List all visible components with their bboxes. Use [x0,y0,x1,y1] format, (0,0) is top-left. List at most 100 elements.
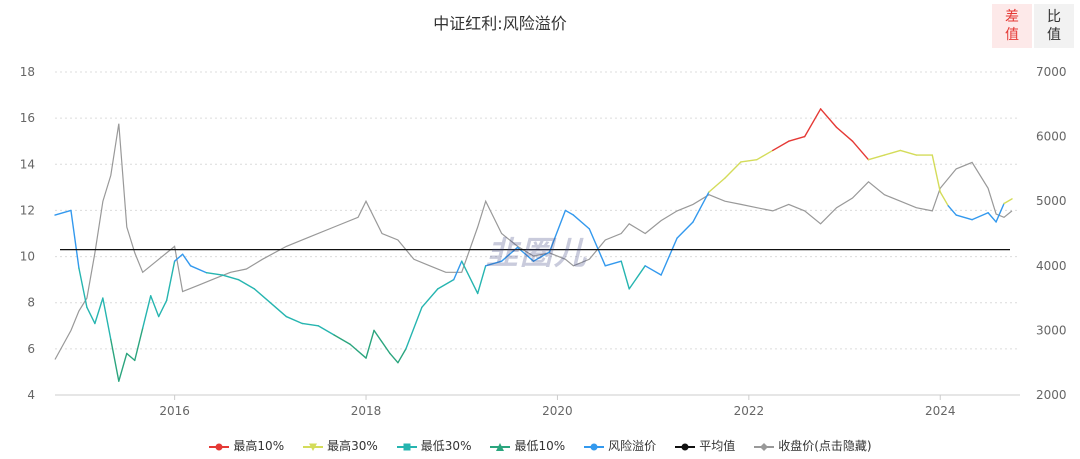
risk-premium-segment [437,278,455,290]
chart-title: 中证红利:风险溢价 [433,14,567,33]
legend-item[interactable]: 风险溢价 [583,437,656,454]
legend-label: 风险溢价 [608,439,657,453]
risk-premium-segment [676,221,694,239]
risk-premium-segment [724,161,742,179]
toggle-ratio-line1: 比 [1047,9,1061,25]
risk-premium-segment [173,253,184,262]
toggle-diff-line2: 值 [1005,27,1019,43]
risk-premium-segment [461,260,479,295]
risk-premium-segment [142,295,152,329]
toggle-diff-button[interactable]: 差 值 [992,4,1032,48]
risk-premium-segment [110,338,120,382]
chart-legend: 最高10% 最高30% 最低30% 最低10% 风险溢价 平均值 收盘价(点击隐藏) [0,437,1080,454]
y-right-tick-label: 5000 [1036,194,1067,208]
y-right-tick-label: 6000 [1036,130,1067,144]
close-price-line [54,123,1013,360]
legend-label: 最低10% [514,439,566,453]
risk-premium-segment [253,288,272,304]
risk-premium-segment [373,329,391,355]
risk-premium-segment [883,149,902,156]
risk-premium-segment [78,267,88,309]
legend-marker-icon [209,443,230,450]
y-left-tick-label: 4 [27,388,35,402]
risk-premium-segment [94,297,104,325]
legend-label: 最高10% [233,439,285,453]
x-tick-label: 2016 [159,404,190,418]
legend-item[interactable]: 最高30% [302,437,378,454]
risk-premium-segment [692,191,710,223]
legend-label: 收盘价(点击隐藏) [778,439,872,453]
y-right-tick-label: 2000 [1036,388,1067,402]
risk-premium-segment [349,343,367,359]
risk-premium-segment [740,158,758,163]
y-right-tick-label: 4000 [1036,259,1067,273]
risk-premium-segment [269,302,287,318]
legend-item[interactable]: 平均值 [674,437,735,454]
risk-premium-segment [181,253,192,267]
risk-premium-segment [333,334,351,345]
y-left-tick-label: 16 [20,111,35,125]
legend-item[interactable]: 最低30% [396,437,472,454]
risk-premium-segment [931,154,941,193]
risk-premium-segment [165,260,176,302]
risk-premium-segment [365,329,375,359]
risk-premium-segment [756,149,774,161]
legend-label: 最低30% [420,439,472,453]
legend-item[interactable]: 收盘价(点击隐藏) [753,437,872,454]
y-left-tick-label: 8 [27,296,35,310]
risk-premium-segment [899,149,918,156]
legend-marker-icon [303,443,324,451]
y-right-tick-label: 7000 [1036,65,1067,79]
risk-premium-segment [317,325,335,336]
risk-premium-segment [604,260,622,267]
risk-premium-segment [620,260,630,290]
risk-premium-segment [971,212,989,221]
risk-premium-segment [564,209,575,216]
risk-premium-segment [955,214,973,221]
risk-premium-segment [660,237,678,276]
risk-premium-segment [708,177,726,193]
risk-premium-segment [995,202,1005,223]
toggle-ratio-line2: 值 [1047,27,1061,43]
legend-item[interactable]: 最高10% [208,437,284,454]
risk-premium-segment [205,272,224,276]
risk-premium-segment [644,265,662,276]
toggle-diff-line1: 差 [1005,9,1019,25]
legend-label: 平均值 [699,439,736,453]
risk-premium-segment [572,214,591,230]
x-tick-label: 2020 [542,404,573,418]
y-left-tick-label: 18 [20,65,35,79]
risk-premium-segment [70,209,80,269]
risk-premium-segment [867,154,886,161]
risk-premium-segment [389,352,399,364]
risk-premium-segment [86,306,96,325]
legend-marker-icon [584,443,605,450]
risk-premium-segment [54,209,72,216]
legend-label: 最高30% [327,439,378,453]
legend-marker-icon [754,442,775,451]
risk-premium-segment [548,209,567,253]
risk-premium-segment [421,288,439,309]
risk-premium-segment [987,212,997,223]
risk-premium-segment [1003,198,1013,205]
legend-item[interactable]: 最低10% [489,437,565,454]
y-left-tick-label: 10 [20,250,35,264]
risk-premium-segment [772,140,790,152]
x-tick-label: 2024 [925,404,956,418]
risk-premium-segment [405,306,423,350]
legend-marker-icon [490,442,511,451]
risk-premium-segment [301,322,319,327]
y-left-tick-label: 12 [20,203,35,217]
y-left-tick-label: 6 [27,342,35,356]
legend-marker-icon [675,443,696,450]
risk-premium-segment [484,260,503,267]
risk-premium-segment [150,295,160,318]
risk-premium-segment [835,126,854,142]
risk-premium-segment [803,108,822,138]
toggle-ratio-button[interactable]: 比 值 [1034,4,1074,48]
risk-premium-segment [476,265,487,295]
risk-premium-segment [588,228,606,267]
risk-premium-segment [134,327,144,362]
risk-premium-segment [788,135,806,142]
